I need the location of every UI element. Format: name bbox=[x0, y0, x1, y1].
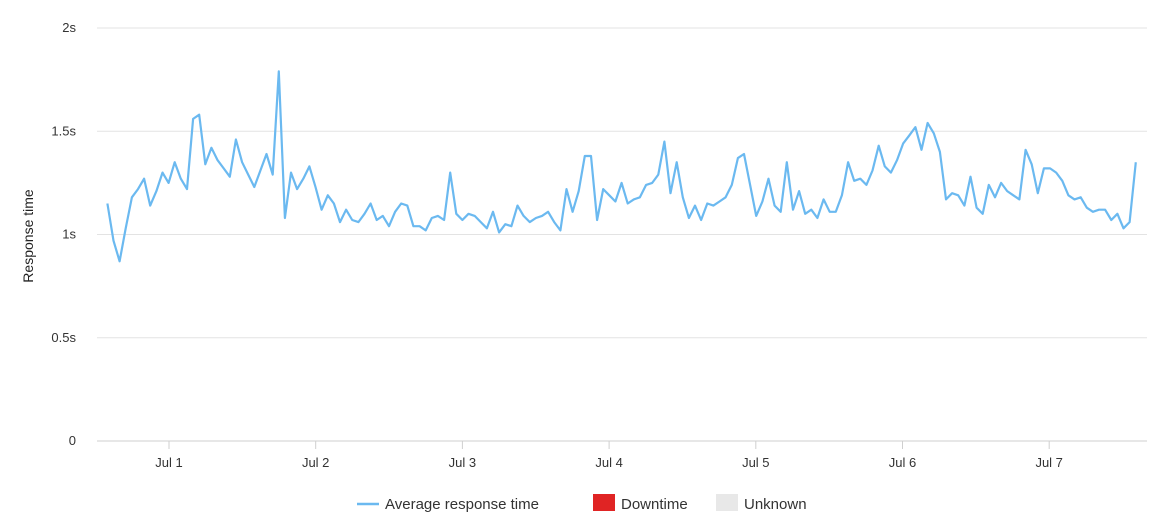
grid-lines bbox=[97, 27, 1147, 442]
series-layer bbox=[106, 70, 1137, 263]
legend-box-swatch-unknown bbox=[716, 494, 738, 511]
legend-box-swatch-downtime bbox=[593, 494, 615, 511]
x-tick-label: Jul 6 bbox=[889, 455, 916, 470]
legend: Average response time Downtime Unknown bbox=[357, 494, 807, 513]
legend-label-average-response-time: Average response time bbox=[385, 496, 539, 513]
x-tick-label: Jul 3 bbox=[449, 455, 476, 470]
x-tick-label: Jul 1 bbox=[155, 455, 182, 470]
x-tick-label: Jul 5 bbox=[742, 455, 769, 470]
y-tick-label: 0 bbox=[69, 433, 76, 448]
series-line-average-response-time bbox=[106, 70, 1137, 263]
y-tick-label: 2s bbox=[62, 20, 76, 35]
y-tick-label: 1.5s bbox=[51, 123, 76, 138]
legend-item-average-response-time[interactable]: Average response time bbox=[357, 496, 539, 513]
y-axis-title: Response time bbox=[20, 189, 36, 283]
legend-item-downtime[interactable]: Downtime bbox=[593, 494, 688, 513]
legend-label-downtime: Downtime bbox=[621, 496, 688, 513]
y-axis-tick-labels: 0 0.5s 1s 1.5s 2s bbox=[51, 20, 76, 448]
y-tick-label: 1s bbox=[62, 227, 76, 242]
x-tick-label: Jul 4 bbox=[595, 455, 622, 470]
legend-item-unknown[interactable]: Unknown bbox=[716, 494, 807, 513]
x-axis-tick-labels: Jul 1 Jul 2 Jul 3 Jul 4 Jul 5 Jul 6 Jul 7 bbox=[155, 441, 1063, 470]
y-tick-label: 0.5s bbox=[51, 330, 76, 345]
legend-label-unknown: Unknown bbox=[744, 496, 807, 513]
x-tick-label: Jul 7 bbox=[1035, 455, 1062, 470]
x-tick-label: Jul 2 bbox=[302, 455, 329, 470]
